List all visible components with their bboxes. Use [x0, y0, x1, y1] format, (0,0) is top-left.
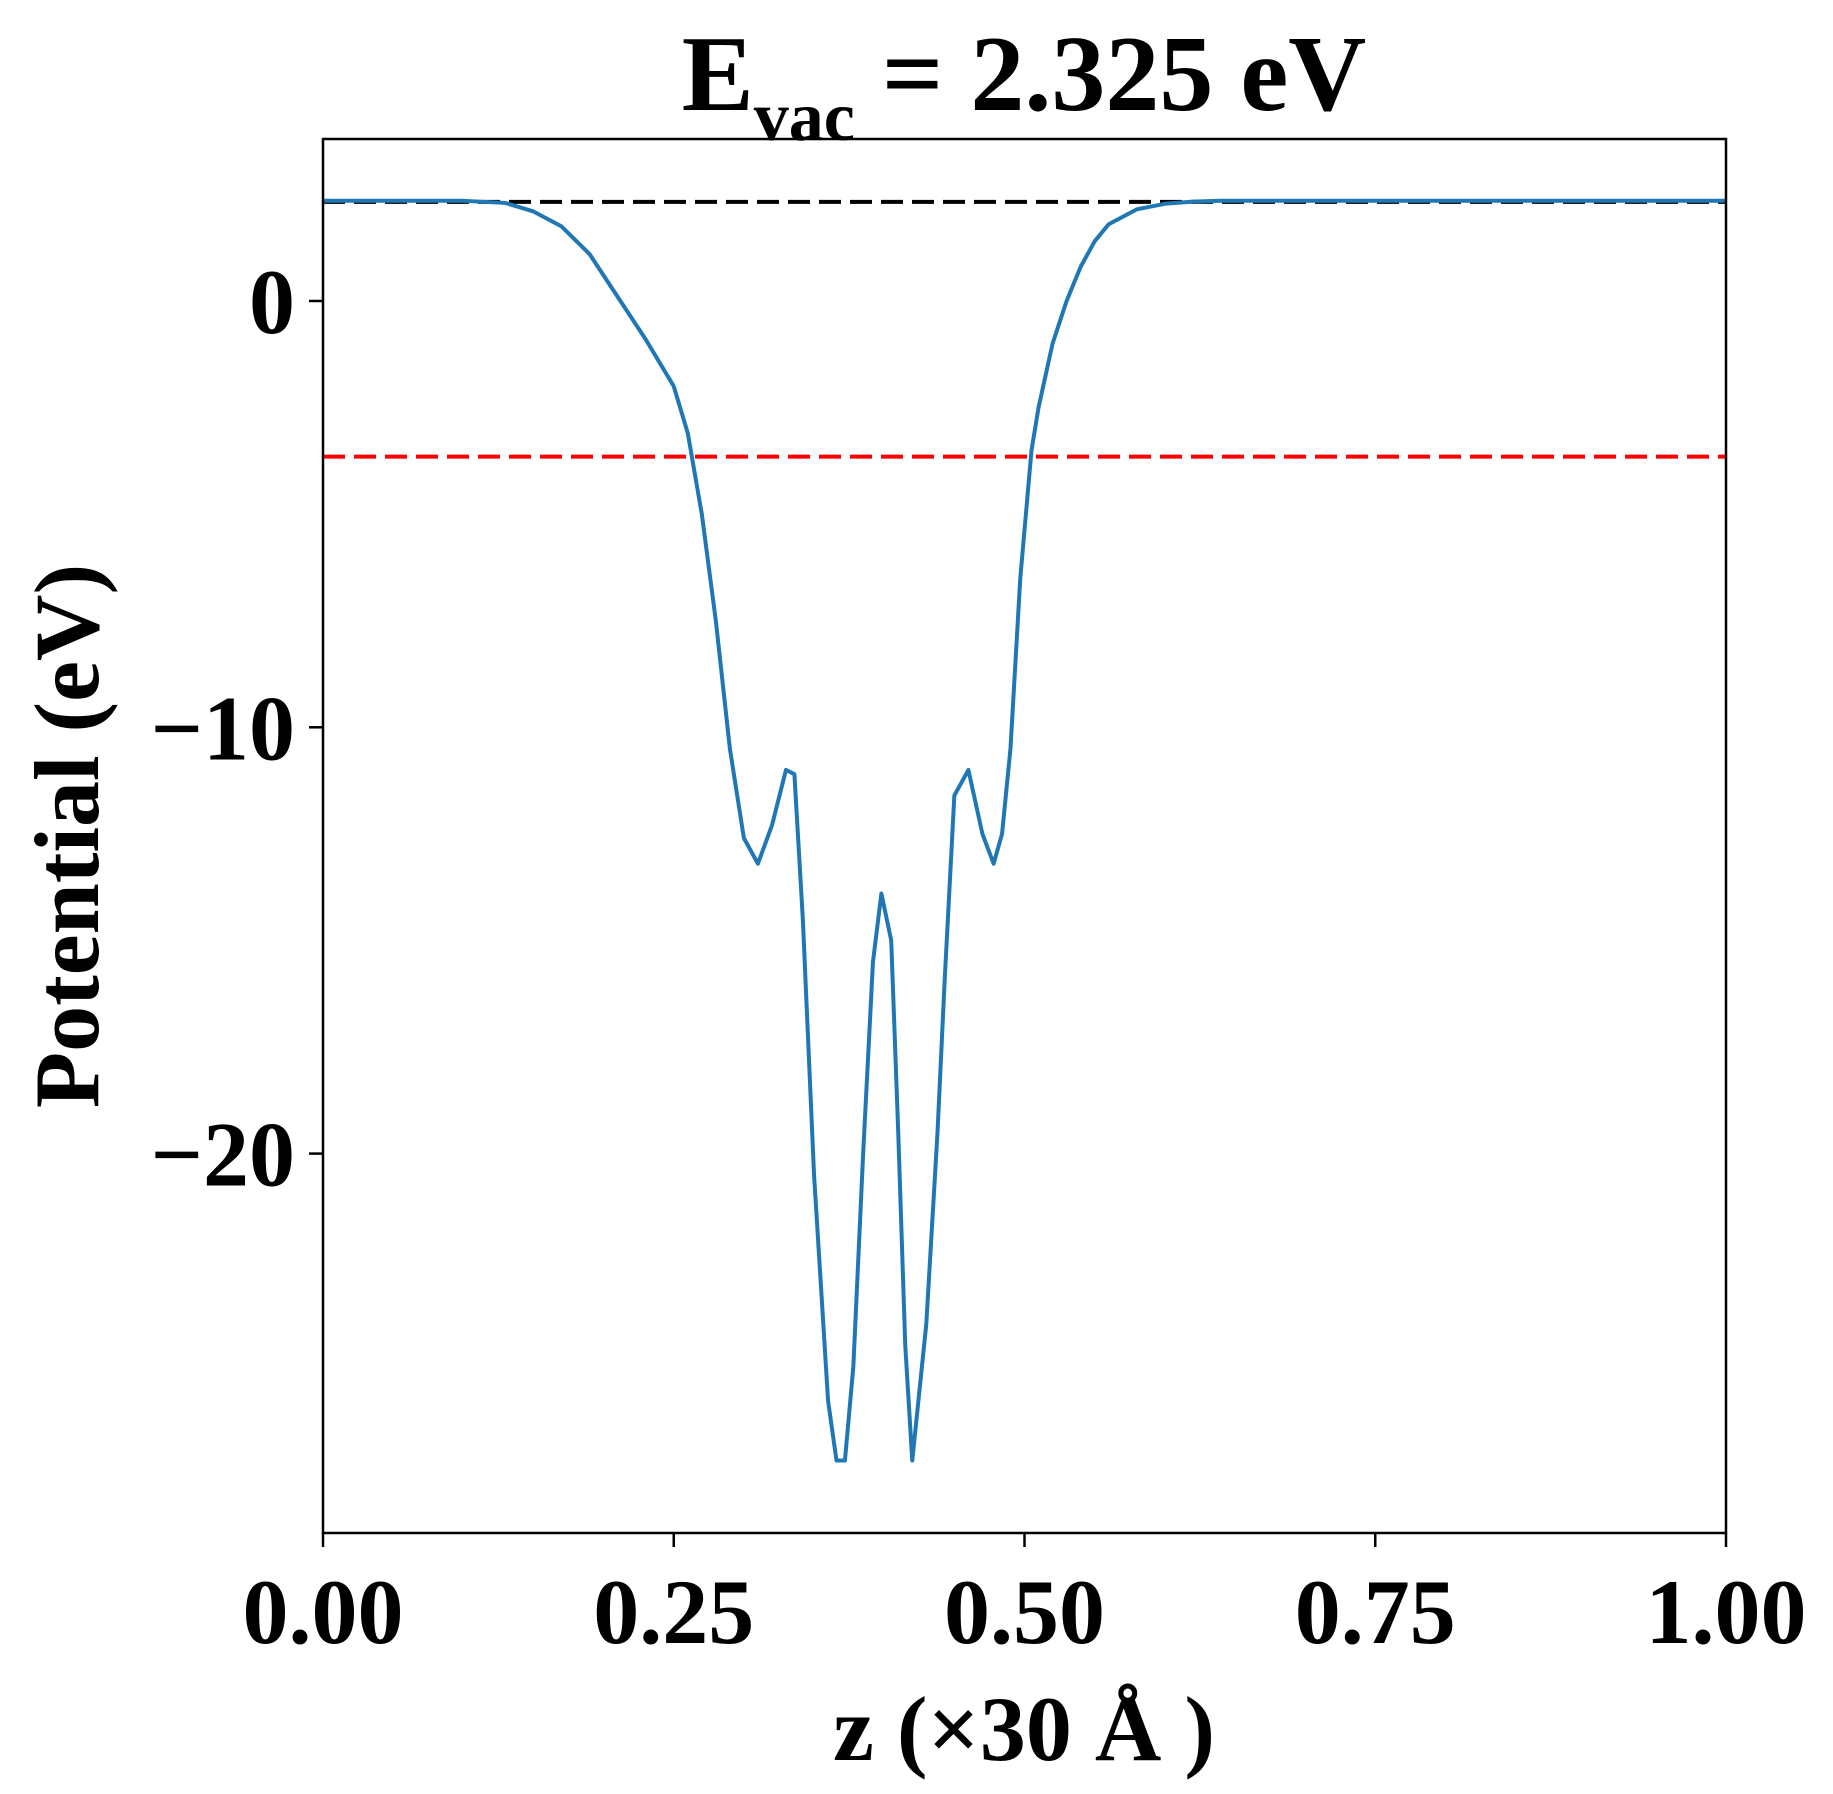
chart-title-main: E	[682, 15, 754, 134]
chart-title-suffix: = 2.325 eV	[855, 15, 1366, 134]
y-tick-label: 0	[249, 251, 295, 353]
y-tick-label: −20	[151, 1104, 295, 1206]
y-ticks: 0 −10 −20	[151, 251, 323, 1206]
y-tick-label: −10	[151, 677, 295, 779]
plot-area	[323, 139, 1726, 1533]
x-tick-label: 0.00	[243, 1561, 404, 1663]
series-layer	[323, 198, 1726, 1463]
series-line-0	[323, 198, 1726, 1463]
x-tick-label: 0.25	[593, 1561, 754, 1663]
x-tick-label: 1.00	[1646, 1561, 1807, 1663]
y-axis-label: Potential (eV)	[16, 564, 118, 1108]
x-tick-label: 0.50	[944, 1561, 1105, 1663]
chart-title-subscript: vac	[754, 79, 855, 156]
x-axis-label: z (×30 Å )	[833, 1678, 1215, 1780]
x-tick-label: 0.75	[1295, 1561, 1456, 1663]
x-ticks: 0.00 0.25 0.50 0.75 1.00	[243, 1533, 1807, 1663]
chart-title: Evac = 2.325 eV	[682, 15, 1367, 156]
